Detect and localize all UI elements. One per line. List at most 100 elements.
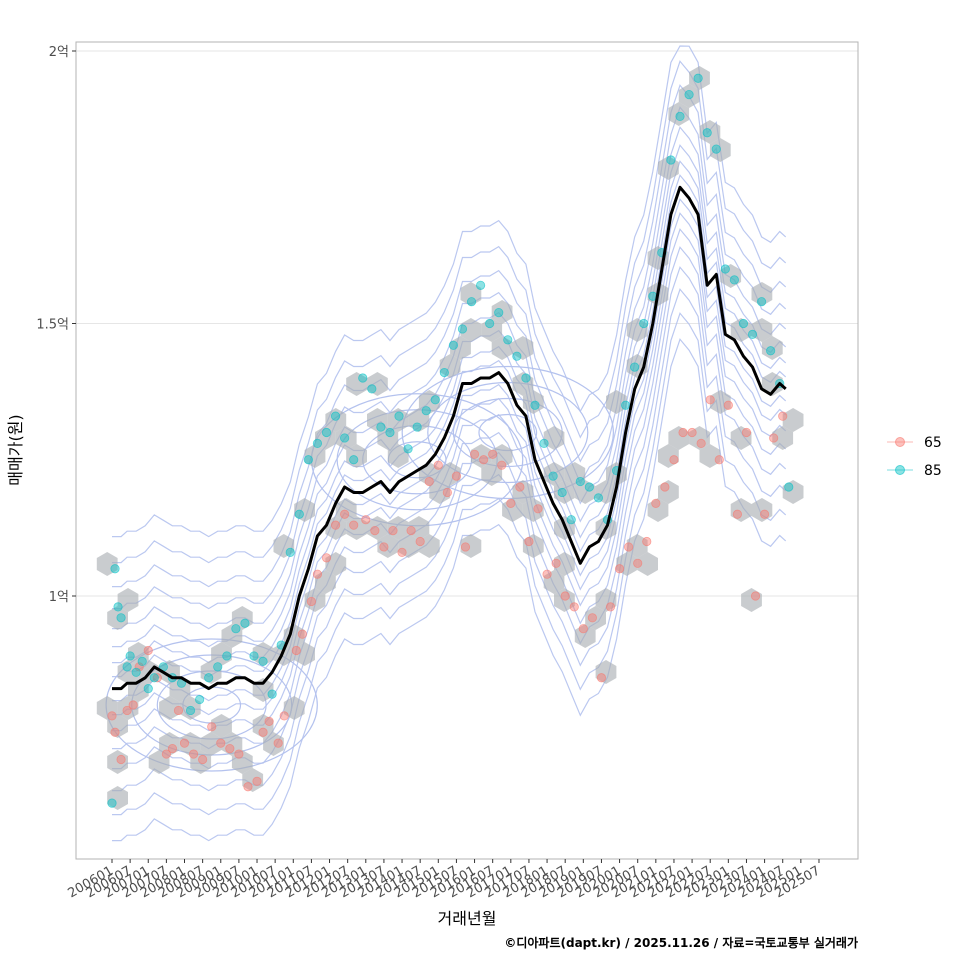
hexbin-cell bbox=[699, 444, 721, 468]
hexbin-cell bbox=[335, 426, 357, 450]
data-point-85 bbox=[185, 705, 196, 716]
hexbin-cell bbox=[169, 678, 191, 702]
hexbin-cell bbox=[522, 534, 544, 558]
data-point-65 bbox=[397, 547, 407, 558]
hexbin-cell bbox=[159, 696, 180, 720]
data-point-85 bbox=[113, 602, 123, 612]
data-point-65 bbox=[515, 482, 525, 492]
trend-line bbox=[112, 185, 787, 691]
data-point-65 bbox=[778, 411, 788, 421]
data-point-85 bbox=[110, 564, 120, 574]
hexbin-cell bbox=[626, 318, 648, 342]
data-point-85 bbox=[213, 662, 223, 672]
hexbin-cell bbox=[720, 264, 742, 288]
data-point-65 bbox=[551, 558, 561, 568]
data-point-65 bbox=[406, 525, 416, 536]
data-point-65 bbox=[569, 602, 579, 612]
data-point-85 bbox=[195, 694, 205, 705]
data-point-85 bbox=[116, 613, 126, 623]
hexbin-cell bbox=[367, 372, 388, 396]
hexbin-cell bbox=[522, 498, 544, 522]
data-point-85 bbox=[766, 346, 776, 356]
data-point-65 bbox=[723, 400, 733, 410]
hexbin-cell bbox=[699, 120, 721, 144]
hexbin-cell bbox=[554, 480, 575, 504]
data-point-85 bbox=[566, 515, 576, 525]
hexbin-cell bbox=[117, 588, 139, 612]
data-point-85 bbox=[457, 324, 468, 334]
data-point-85 bbox=[684, 90, 694, 100]
data-point-65 bbox=[642, 536, 652, 547]
data-point-65 bbox=[741, 427, 752, 438]
hexbin-cell bbox=[481, 462, 503, 486]
hexbin-cell bbox=[782, 408, 804, 432]
hexbin-cell bbox=[107, 606, 128, 630]
data-point-65 bbox=[460, 542, 471, 552]
data-point-65 bbox=[152, 673, 162, 683]
hexbin-cell bbox=[377, 426, 399, 450]
hexbin-cell bbox=[304, 588, 326, 612]
data-point-65 bbox=[161, 749, 171, 759]
data-point-85 bbox=[711, 144, 721, 154]
plot-panel-border bbox=[75, 41, 859, 860]
density-contour bbox=[401, 365, 614, 500]
source-caption: ©디아파트(dapt.kr) / 2025.11.26 / 자료=국토교통부 실… bbox=[504, 935, 858, 950]
hexbin-cell bbox=[782, 480, 804, 504]
hexbin-cell bbox=[450, 336, 471, 360]
density-contour bbox=[112, 312, 787, 816]
hexbin-cell bbox=[658, 480, 679, 504]
data-point-65 bbox=[560, 591, 570, 601]
hexbin-cell bbox=[564, 462, 586, 486]
hexbin-cell bbox=[200, 732, 222, 756]
hexbin-cell bbox=[128, 642, 149, 666]
data-point-85 bbox=[702, 128, 712, 138]
hexbin-cell bbox=[252, 642, 274, 666]
data-point-65 bbox=[207, 722, 217, 732]
data-point-65 bbox=[340, 509, 350, 519]
data-point-65 bbox=[173, 705, 184, 716]
data-point-85 bbox=[584, 482, 594, 492]
data-point-65 bbox=[216, 738, 226, 748]
hexbin-cell bbox=[294, 498, 315, 522]
hexbin-cell bbox=[148, 750, 170, 774]
data-point-65 bbox=[442, 487, 452, 498]
data-point-65 bbox=[705, 395, 715, 405]
data-point-65 bbox=[234, 749, 244, 759]
data-point-65 bbox=[122, 705, 132, 716]
data-point-65 bbox=[714, 455, 724, 465]
hexbin-cell bbox=[325, 516, 347, 540]
hexbin-cell bbox=[283, 624, 305, 648]
hexbin-cell bbox=[231, 750, 253, 774]
data-point-85 bbox=[593, 493, 604, 503]
data-point-85 bbox=[494, 307, 504, 318]
data-point-65 bbox=[370, 525, 380, 536]
hexbin-cell bbox=[283, 696, 305, 720]
data-point-65 bbox=[433, 460, 443, 470]
hexbin-cell bbox=[616, 552, 638, 576]
hexbin-cell bbox=[200, 660, 222, 684]
data-point-65 bbox=[596, 673, 607, 683]
hexbin-cell bbox=[315, 570, 336, 594]
data-point-85 bbox=[231, 624, 241, 634]
data-point-65 bbox=[330, 520, 341, 530]
data-point-85 bbox=[349, 455, 359, 465]
data-point-85 bbox=[747, 329, 758, 339]
data-point-65 bbox=[660, 482, 670, 492]
data-point-65 bbox=[759, 509, 770, 519]
hexbin-cell bbox=[658, 156, 679, 180]
hexbin-cell bbox=[741, 588, 762, 612]
hexbin-cell bbox=[96, 552, 118, 576]
hexbin-cell bbox=[772, 426, 794, 450]
hexbin-cell bbox=[668, 102, 690, 126]
data-point-65 bbox=[424, 476, 434, 487]
data-point-65 bbox=[605, 602, 616, 612]
data-point-65 bbox=[279, 711, 289, 721]
data-point-85 bbox=[530, 400, 540, 410]
data-point-65 bbox=[750, 591, 761, 601]
data-point-85 bbox=[330, 411, 341, 421]
data-point-85 bbox=[125, 651, 135, 661]
data-point-65 bbox=[107, 711, 117, 721]
hexbin-cell bbox=[761, 372, 783, 396]
data-point-85 bbox=[521, 373, 531, 383]
